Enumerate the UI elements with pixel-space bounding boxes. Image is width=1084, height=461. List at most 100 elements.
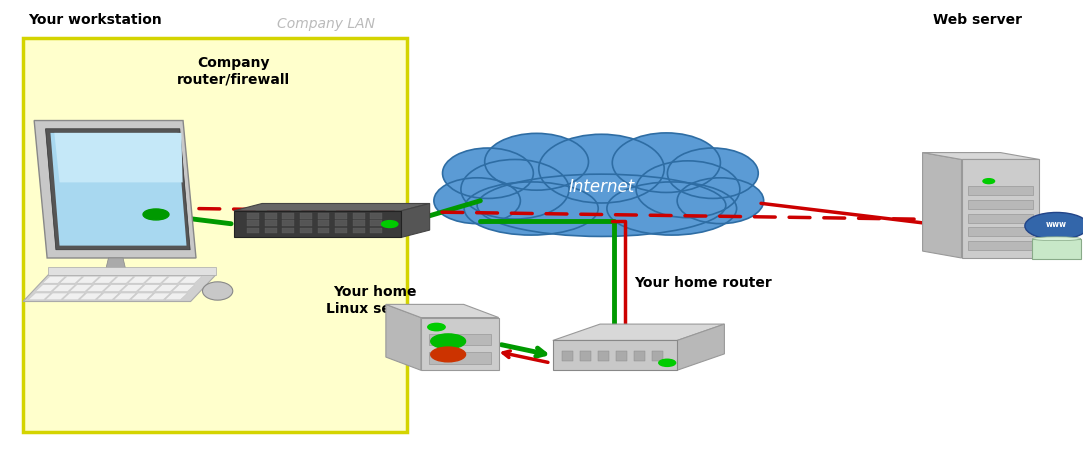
Bar: [264, 213, 276, 219]
Bar: [264, 228, 276, 233]
Ellipse shape: [203, 282, 233, 300]
Ellipse shape: [636, 161, 740, 218]
Polygon shape: [553, 324, 724, 341]
Bar: [968, 227, 1033, 236]
Polygon shape: [69, 285, 92, 291]
Polygon shape: [96, 293, 119, 300]
Bar: [300, 228, 312, 233]
Bar: [318, 220, 330, 226]
Ellipse shape: [442, 148, 533, 198]
Bar: [651, 351, 662, 361]
Bar: [352, 228, 364, 233]
Polygon shape: [922, 153, 1040, 160]
Ellipse shape: [668, 148, 758, 198]
Text: Your home router: Your home router: [634, 276, 772, 290]
Bar: [335, 228, 347, 233]
Bar: [318, 213, 330, 219]
Polygon shape: [46, 293, 68, 300]
Polygon shape: [87, 285, 109, 291]
Ellipse shape: [539, 134, 664, 203]
Text: Your workstation: Your workstation: [28, 13, 163, 27]
Bar: [968, 200, 1033, 209]
Ellipse shape: [612, 133, 721, 193]
Circle shape: [1024, 213, 1084, 239]
Polygon shape: [962, 160, 1040, 258]
Circle shape: [659, 359, 675, 366]
Ellipse shape: [678, 178, 763, 224]
Bar: [300, 213, 312, 219]
Ellipse shape: [90, 269, 145, 276]
Polygon shape: [54, 133, 182, 183]
Polygon shape: [23, 275, 216, 301]
Bar: [371, 228, 383, 233]
Polygon shape: [678, 324, 724, 370]
Bar: [335, 213, 347, 219]
Bar: [352, 213, 364, 219]
Text: Company
router/firewall: Company router/firewall: [178, 56, 291, 87]
Text: www: www: [1046, 220, 1067, 229]
Polygon shape: [79, 293, 102, 300]
Bar: [580, 351, 591, 361]
Polygon shape: [63, 293, 85, 300]
Bar: [318, 228, 330, 233]
Bar: [247, 228, 259, 233]
Polygon shape: [172, 285, 194, 291]
Ellipse shape: [434, 178, 520, 224]
Polygon shape: [114, 293, 137, 300]
Bar: [283, 220, 294, 226]
Polygon shape: [60, 277, 82, 283]
Polygon shape: [28, 293, 51, 300]
Ellipse shape: [485, 133, 589, 190]
Text: Your home
Linux server: Your home Linux server: [326, 285, 423, 316]
Polygon shape: [104, 285, 126, 291]
Text: Company LAN: Company LAN: [278, 18, 375, 31]
Polygon shape: [147, 293, 170, 300]
Bar: [634, 351, 645, 361]
Polygon shape: [105, 258, 126, 270]
Polygon shape: [46, 129, 190, 250]
Polygon shape: [386, 304, 421, 370]
Bar: [968, 186, 1033, 195]
Bar: [247, 213, 259, 219]
Circle shape: [430, 334, 465, 349]
Polygon shape: [36, 285, 57, 291]
Ellipse shape: [1032, 237, 1081, 241]
Bar: [428, 334, 491, 345]
Circle shape: [428, 323, 446, 331]
Bar: [300, 220, 312, 226]
Circle shape: [430, 347, 465, 362]
Bar: [264, 220, 276, 226]
Circle shape: [143, 209, 169, 220]
Bar: [283, 213, 294, 219]
Text: Internet: Internet: [568, 178, 634, 196]
Polygon shape: [234, 211, 401, 237]
Text: Web server: Web server: [933, 13, 1022, 27]
Bar: [616, 351, 627, 361]
FancyBboxPatch shape: [23, 38, 406, 432]
Polygon shape: [386, 304, 499, 318]
Bar: [247, 220, 259, 226]
Polygon shape: [48, 267, 216, 275]
Polygon shape: [51, 133, 186, 246]
Bar: [968, 213, 1033, 223]
Circle shape: [382, 221, 398, 228]
Polygon shape: [121, 285, 143, 291]
Bar: [352, 220, 364, 226]
Polygon shape: [111, 277, 133, 283]
Polygon shape: [165, 293, 188, 300]
Ellipse shape: [607, 182, 737, 235]
Ellipse shape: [477, 174, 726, 236]
Polygon shape: [131, 293, 153, 300]
Polygon shape: [128, 277, 151, 283]
Polygon shape: [401, 203, 429, 237]
Bar: [597, 351, 609, 361]
Bar: [283, 228, 294, 233]
Polygon shape: [53, 285, 75, 291]
Ellipse shape: [464, 182, 598, 235]
Bar: [371, 213, 383, 219]
Polygon shape: [145, 277, 168, 283]
Polygon shape: [234, 203, 429, 211]
Polygon shape: [138, 285, 160, 291]
Bar: [1032, 239, 1081, 259]
Polygon shape: [42, 277, 65, 283]
